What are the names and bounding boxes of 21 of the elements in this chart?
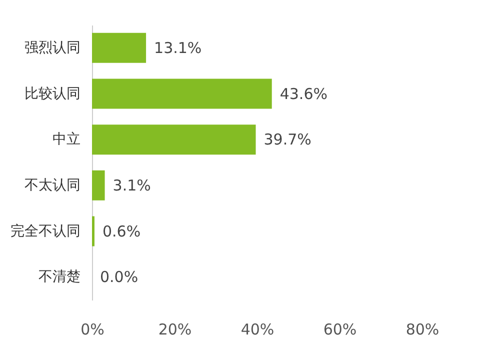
bar [92,124,256,155]
y-tick-label: 中立 [52,132,80,148]
data-label: 3.1% [112,176,151,194]
bar [92,32,146,63]
y-tick-label: 比较认同 [24,86,80,102]
data-label: 39.7% [264,130,312,149]
y-tick-label: 不太认同 [24,177,80,194]
data-label: 0.6% [102,222,141,240]
y-tick-label: 完全不认同 [10,223,80,240]
y-tick-label: 不清楚 [38,269,80,286]
x-tick-label: 40% [240,320,274,338]
y-tick-label: 强烈认同 [24,40,80,56]
x-tick-label: 60% [323,320,357,338]
x-tick-label: 20% [158,320,192,338]
data-label: 0.0% [100,268,138,286]
data-label: 43.6% [280,84,328,103]
bar [92,78,272,109]
bar [92,170,105,200]
x-tick-label: 0% [80,320,104,338]
x-tick-label: 80% [406,320,440,338]
data-label: 13.1% [154,38,202,57]
